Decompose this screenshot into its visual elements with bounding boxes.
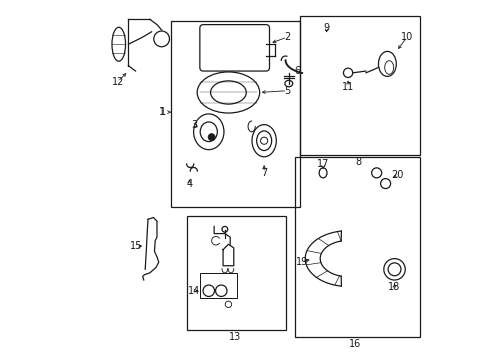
Text: 12: 12	[111, 77, 123, 87]
Bar	[171, 21, 299, 207]
Text: 15: 15	[130, 241, 142, 251]
Text: 14: 14	[188, 286, 200, 296]
Text: 16: 16	[348, 339, 361, 349]
Text: 13: 13	[229, 332, 241, 342]
Circle shape	[207, 134, 215, 141]
Text: 11: 11	[341, 82, 353, 92]
Text: 20: 20	[390, 170, 403, 180]
Bar	[294, 157, 419, 337]
Text: 2: 2	[284, 32, 290, 42]
Bar	[299, 16, 419, 155]
Text: 1: 1	[159, 107, 165, 117]
Bar	[187, 216, 285, 330]
Text: 10: 10	[400, 32, 412, 42]
Text: 6: 6	[294, 66, 300, 76]
Text: 5: 5	[284, 86, 290, 96]
Text: 19: 19	[295, 257, 307, 267]
Text: 3: 3	[191, 120, 197, 130]
Text: 17: 17	[316, 159, 328, 169]
Text: 7: 7	[261, 168, 267, 178]
Text: 8: 8	[355, 157, 361, 167]
Text: 1: 1	[160, 107, 166, 117]
Text: 4: 4	[186, 179, 192, 189]
Text: 18: 18	[387, 282, 400, 292]
Text: 9: 9	[323, 23, 329, 33]
Bar	[200, 273, 237, 298]
